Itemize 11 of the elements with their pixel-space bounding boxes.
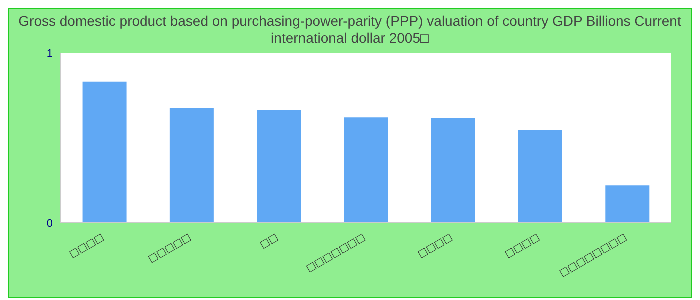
bar — [344, 118, 388, 223]
bar — [257, 110, 302, 223]
bar — [518, 130, 562, 223]
y-tick-label: 1 — [46, 48, 53, 60]
bar — [82, 82, 127, 223]
x-tick-label: □□ — [258, 232, 280, 252]
chart-title: Gross domestic product based on purchasing-power-parity (PPP) valuation of country GDP Billions Current international dollar 2005□ — [18, 12, 682, 47]
bar — [606, 186, 650, 223]
bar — [170, 108, 214, 223]
y-tick-label: 0 — [46, 218, 53, 230]
bar — [431, 118, 476, 223]
